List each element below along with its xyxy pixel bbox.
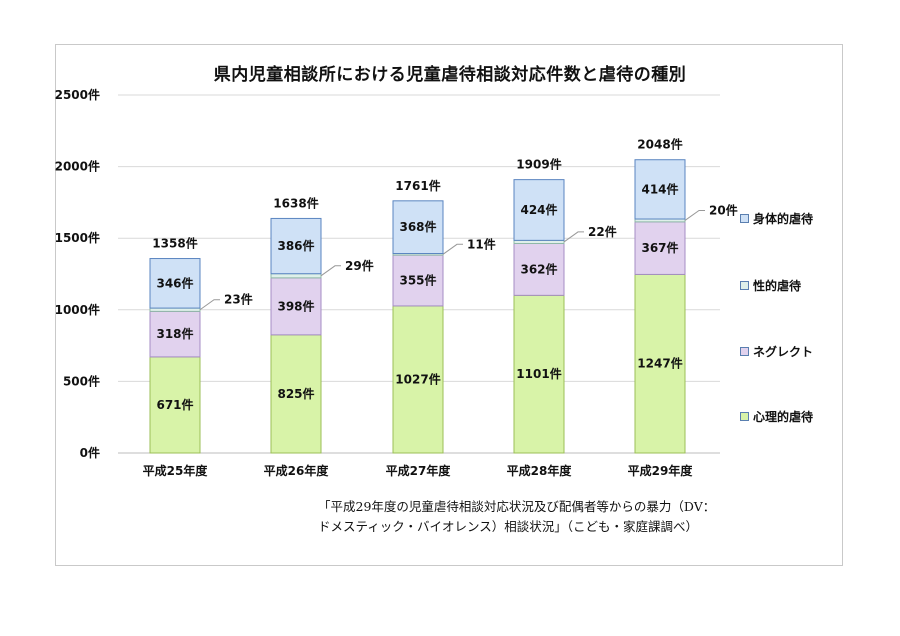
chart-title: 県内児童相談所における児童虐待相談対応件数と虐待の種別 [213, 65, 687, 85]
data-label-physical: 414件 [641, 181, 678, 196]
data-label-psychological: 1247件 [637, 356, 682, 371]
legend-swatch-physical [740, 214, 749, 223]
y-tick-label: 500件 [63, 373, 100, 388]
leader-line [442, 243, 463, 255]
data-label-sexual: 20件 [709, 202, 738, 217]
total-label: 2048件 [637, 137, 682, 152]
data-label-physical: 386件 [277, 238, 314, 253]
x-tick-label: 平成26年度 [264, 463, 330, 478]
y-tick-label: 1000件 [55, 302, 100, 317]
data-label-physical: 346件 [156, 275, 193, 290]
data-label-physical: 424件 [520, 202, 557, 217]
data-label-sexual: 23件 [224, 292, 253, 307]
bar-segment-sexual [270, 273, 322, 279]
total-label: 1761件 [395, 178, 440, 193]
source-line-1: 「平成29年度の児童虐待相談対応状況及び配偶者等からの暴力（DV： [318, 499, 716, 514]
bar-segment-neglect [392, 254, 444, 307]
leader-line [320, 265, 341, 277]
data-label-psychological: 1027件 [395, 371, 440, 386]
bar-segment-physical [392, 200, 444, 255]
leader-line [199, 299, 220, 311]
legend-item-neglect: ネグレクト [740, 343, 813, 360]
bar-segment-neglect [634, 221, 686, 275]
legend-item-sexual: 性的虐待 [740, 277, 801, 294]
legend-swatch-sexual [740, 281, 749, 290]
x-tick-label: 平成29年度 [628, 463, 694, 478]
bar-segment-neglect [270, 277, 322, 336]
y-tick-label: 2000件 [55, 159, 100, 174]
data-label-neglect: 362件 [520, 261, 557, 276]
data-label-sexual: 29件 [345, 258, 374, 273]
bar-segment-psychological [634, 273, 686, 454]
bar-segment-neglect [513, 242, 565, 296]
y-tick-label: 0件 [80, 445, 100, 460]
y-tick-label: 1500件 [55, 230, 100, 245]
source-line-2: ドメスティック・バイオレンス）相談状況」（こども・家庭課調べ） [318, 519, 699, 534]
data-label-psychological: 825件 [277, 386, 314, 401]
data-label-sexual: 11件 [467, 236, 496, 251]
data-label-sexual: 22件 [588, 224, 617, 239]
data-label-psychological: 1101件 [516, 366, 561, 381]
legend-swatch-psychological [740, 412, 749, 421]
total-label: 1358件 [152, 236, 197, 251]
total-label: 1638件 [273, 195, 318, 210]
legend-swatch-neglect [740, 347, 749, 356]
bar-segment-physical [634, 159, 686, 220]
legend-label-neglect: ネグレクト [753, 345, 814, 359]
leader-line [563, 231, 584, 243]
legend-label-psychological: 心理的虐待 [753, 410, 814, 424]
x-tick-label: 平成28年度 [507, 463, 573, 478]
bar-segment-psychological [513, 294, 565, 454]
x-tick-label: 平成27年度 [386, 463, 452, 478]
bar-segment-physical [149, 258, 201, 309]
data-label-neglect: 355件 [399, 273, 436, 288]
legend-item-psychological: 心理的虐待 [740, 408, 813, 425]
bar-segment-psychological [149, 356, 201, 454]
legend-label-physical: 身体的虐待 [753, 212, 814, 226]
source-note: 「平成29年度の児童虐待相談対応状況及び配偶者等からの暴力（DV： ドメスティッ… [318, 497, 788, 537]
data-label-neglect: 318件 [156, 326, 193, 341]
legend-item-physical: 身体的虐待 [740, 210, 813, 227]
bar-segment-physical [513, 179, 565, 241]
data-label-physical: 368件 [399, 219, 436, 234]
legend-label-sexual: 性的虐待 [753, 279, 802, 293]
bar-segment-psychological [392, 305, 444, 454]
data-label-neglect: 398件 [277, 298, 314, 313]
data-label-neglect: 367件 [641, 240, 678, 255]
total-label: 1909件 [516, 157, 561, 172]
leader-line [684, 209, 705, 221]
bar-segment-physical [270, 217, 322, 275]
y-tick-label: 2500件 [55, 87, 100, 102]
x-tick-label: 平成25年度 [143, 463, 209, 478]
data-label-psychological: 671件 [156, 397, 193, 412]
